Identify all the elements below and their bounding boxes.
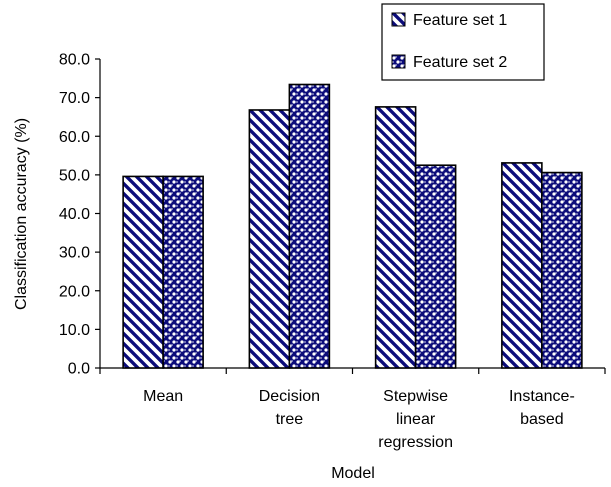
x-axis-title: Model: [331, 465, 375, 482]
y-tick-label: 60.0: [59, 129, 90, 146]
y-tick-label: 80.0: [59, 52, 90, 69]
y-tick-label: 0.0: [68, 361, 90, 378]
bar-feature-set-1: [248, 109, 291, 369]
plot-area: 0.0 10.0 20.0 30.0 40.0 50.0 60.0 70.0 80.0 Mean D…: [59, 52, 606, 451]
bar-feature-set-2: [288, 83, 331, 369]
x-category-label: Instance-: [509, 388, 575, 405]
legend-swatch-feature-set-2: [391, 54, 406, 69]
y-tick-label: 40.0: [59, 206, 90, 223]
x-category-label: Decision: [259, 388, 320, 405]
x-category-label: Mean: [143, 388, 183, 405]
legend-label-feature-set-2: Feature set 2: [413, 54, 507, 71]
bar-feature-set-1: [501, 162, 543, 369]
legend-box: [381, 3, 545, 81]
bar-feature-set-2: [541, 171, 583, 369]
bar-feature-set-2: [162, 175, 204, 369]
legend: Feature set 1 Feature set 2: [381, 3, 545, 81]
x-category-label: Stepwise: [383, 388, 448, 405]
legend-label-feature-set-1: Feature set 1: [413, 12, 507, 29]
y-tick-label: 10.0: [59, 322, 90, 339]
y-tick-label: 30.0: [59, 245, 90, 262]
bar-feature-set-1: [374, 106, 417, 369]
y-tick-label: 20.0: [59, 283, 90, 300]
x-category-label: regression: [378, 434, 453, 451]
x-category-label: based: [520, 411, 564, 428]
y-axis-title: Classification accuracy (%): [13, 118, 30, 310]
bar-feature-set-2: [414, 164, 457, 369]
y-tick-label: 70.0: [59, 90, 90, 107]
x-category-label: linear: [396, 411, 436, 428]
legend-swatch-feature-set-1: [391, 12, 406, 27]
x-category-label: tree: [276, 411, 304, 428]
bar-feature-set-1: [122, 175, 164, 369]
y-tick-label: 50.0: [59, 167, 90, 184]
